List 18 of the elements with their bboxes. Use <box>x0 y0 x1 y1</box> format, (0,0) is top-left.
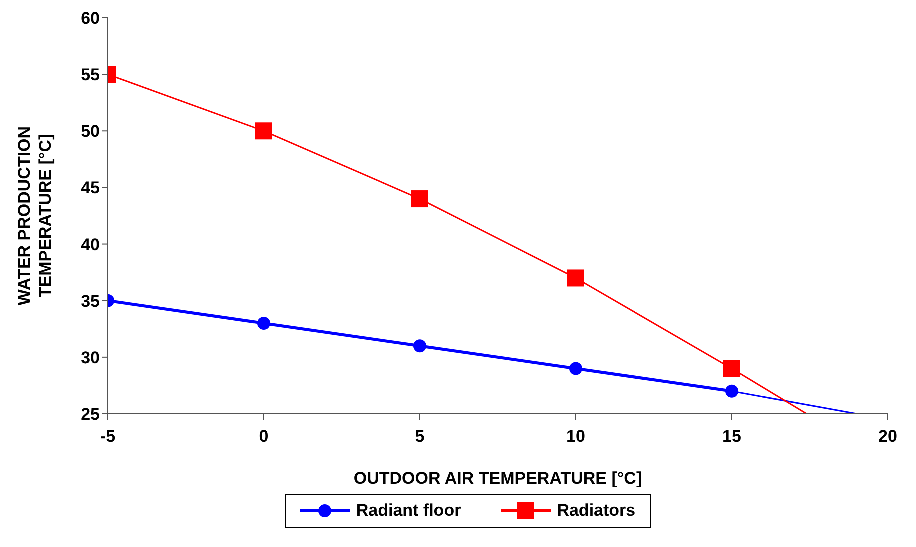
x-tick-label: 15 <box>722 427 742 446</box>
y-tick-label: 40 <box>81 235 100 254</box>
y-axis-title: WATER PRODUCTION TEMPERATURE [°C] <box>15 126 55 306</box>
y-tick-label: 45 <box>81 178 100 198</box>
legend-label: Radiators <box>557 501 636 521</box>
x-tick-label: 20 <box>878 427 898 446</box>
x-tick-label: -5 <box>100 427 116 446</box>
x-tick-label: 5 <box>415 427 425 446</box>
y-tick-label: 60 <box>81 9 100 28</box>
x-tick-label: 0 <box>259 427 269 446</box>
legend-label: Radiant floor <box>356 501 462 521</box>
x-tick-label: 10 <box>566 427 586 446</box>
y-tick-label: 25 <box>81 405 100 424</box>
y-tick-label: 55 <box>81 66 100 85</box>
y-tick-label: 30 <box>81 348 100 368</box>
y-tick-label: 50 <box>81 122 100 142</box>
y-tick-label: 35 <box>81 292 100 311</box>
x-axis-title: OUTDOOR AIR TEMPERATURE [°C] <box>354 469 642 488</box>
